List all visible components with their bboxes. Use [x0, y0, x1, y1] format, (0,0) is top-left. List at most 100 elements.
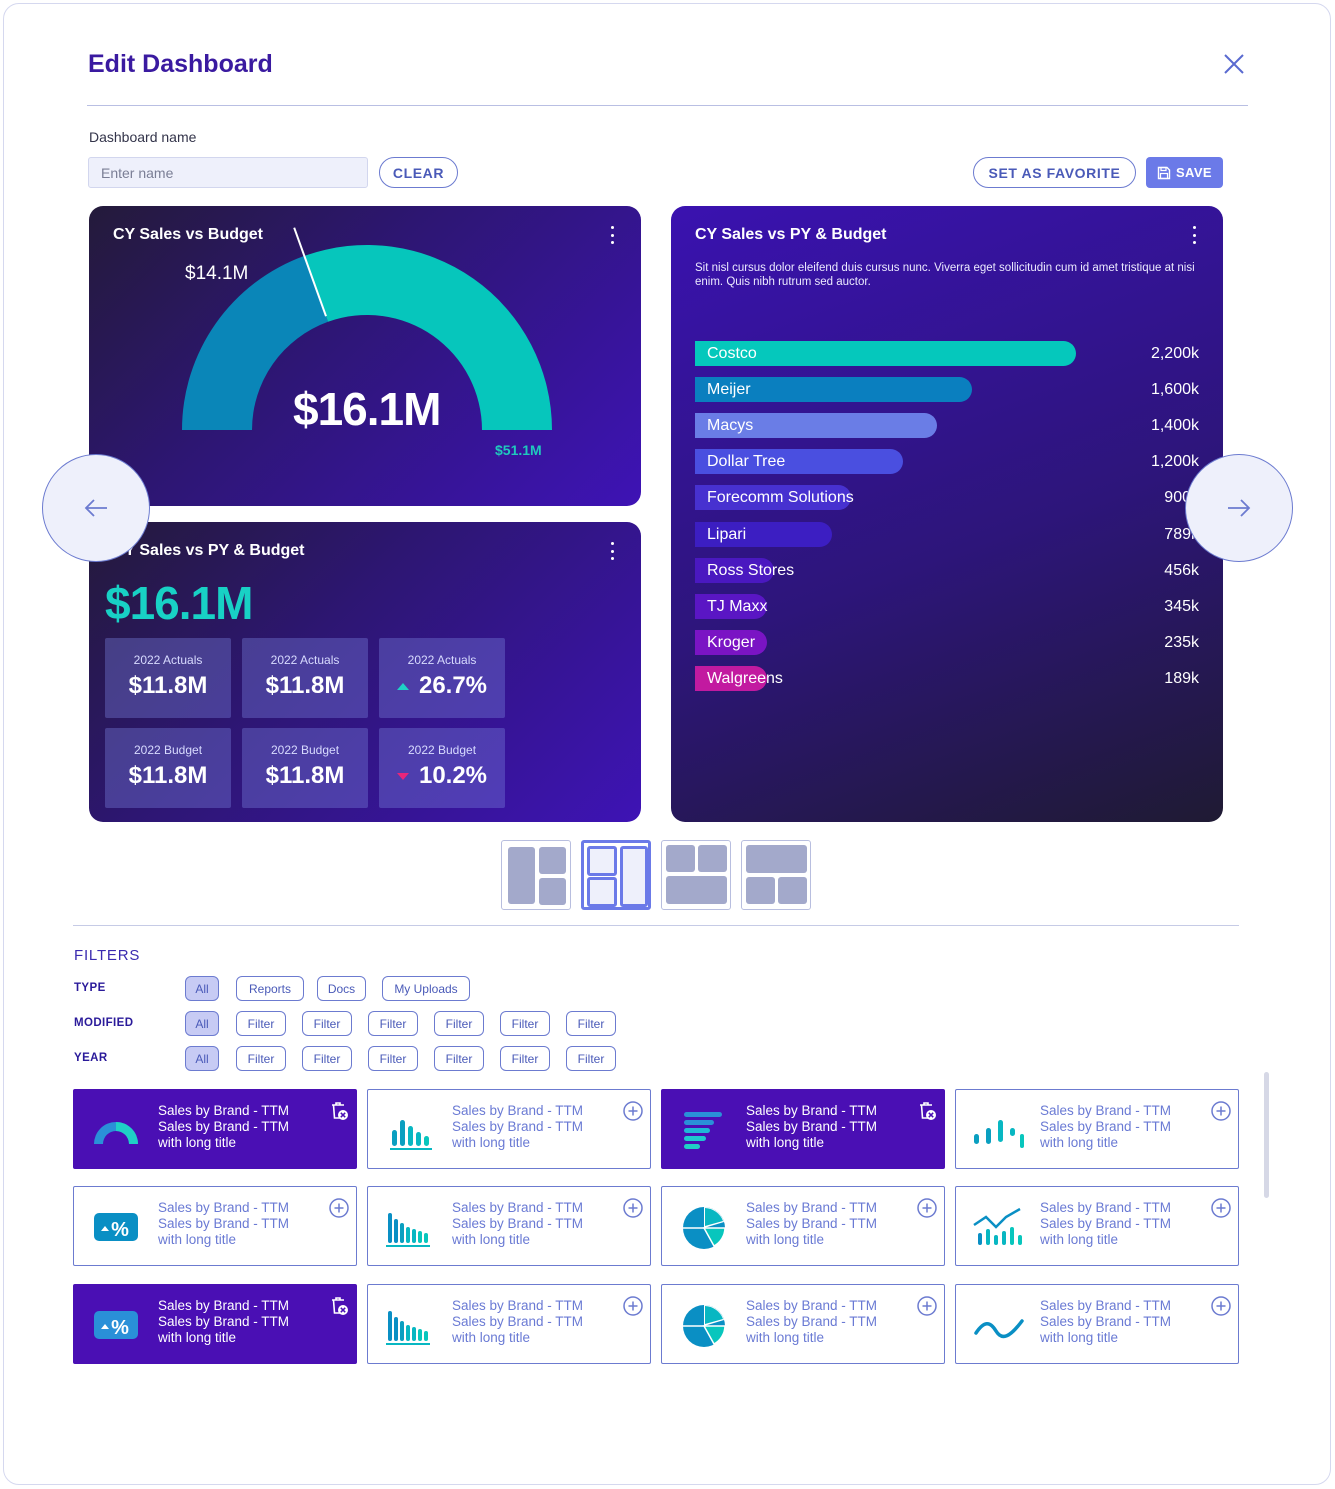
bar-value-label: 345k — [1164, 597, 1199, 615]
filter-chip[interactable]: My Uploads — [382, 976, 470, 1001]
widget-card[interactable]: Sales by Brand - TTM Sales by Brand - TTM… — [661, 1186, 945, 1266]
clear-button[interactable]: CLEAR — [379, 157, 458, 188]
widget-card[interactable]: Sales by Brand - TTM Sales by Brand - TTM… — [955, 1284, 1239, 1364]
bar-row[interactable]: Walgreens 189k — [695, 665, 1199, 691]
add-widget-icon[interactable] — [916, 1197, 938, 1219]
kpi-tile: 2022 Budget $11.8M — [242, 728, 368, 808]
widget-card[interactable]: Sales by Brand - TTM Sales by Brand - TTM… — [661, 1089, 945, 1169]
layout-option-4[interactable] — [741, 840, 811, 910]
kpi-main-value: $16.1M — [105, 577, 253, 629]
gauge-card-title: CY Sales vs Budget — [113, 226, 263, 243]
arrow-left-icon — [84, 499, 107, 517]
filter-chip[interactable]: Filter — [500, 1011, 550, 1036]
add-widget-icon[interactable] — [328, 1197, 350, 1219]
bar-row[interactable]: Kroger 235k — [695, 629, 1199, 655]
gauge-widget-card[interactable]: CY Sales vs Budget $14.1M $16.1M $51.1M — [89, 206, 641, 506]
bar-row[interactable]: Costco 2,200k — [695, 341, 1199, 366]
arrow-right-icon — [1228, 499, 1251, 517]
add-widget-icon[interactable] — [1210, 1100, 1232, 1122]
filter-chip[interactable]: Filter — [434, 1011, 484, 1036]
bar — [695, 521, 832, 547]
filter-chip[interactable]: Filter — [434, 1046, 484, 1071]
bar-row[interactable]: Macys 1,400k — [695, 413, 1199, 439]
widget-card-title-line: Sales by Brand - TTM — [158, 1298, 290, 1313]
widget-card[interactable]: Sales by Brand - TTM Sales by Brand - TTM… — [73, 1089, 357, 1169]
filter-chip[interactable]: Filter — [236, 1046, 286, 1071]
widget-card[interactable]: % Sales by Brand - TTM Sales by Brand - TT… — [73, 1186, 357, 1266]
widget-card[interactable]: Sales by Brand - TTM Sales by Brand - TTM… — [661, 1284, 945, 1364]
bar-row[interactable]: Dollar Tree 1,200k — [695, 449, 1199, 475]
widget-card-title-line: Sales by Brand - TTM — [452, 1298, 584, 1313]
layout-option-2[interactable] — [581, 840, 651, 910]
filter-chip[interactable]: Filter — [500, 1046, 550, 1071]
set-as-favorite-button[interactable]: SET AS FAVORITE — [973, 157, 1136, 188]
kpi-percent-icon: % — [90, 1205, 142, 1251]
widget-card[interactable]: Sales by Brand - TTM Sales by Brand - TTM… — [367, 1089, 651, 1169]
widget-card-title-line: Sales by Brand - TTM — [746, 1314, 878, 1329]
remove-widget-icon[interactable] — [328, 1100, 350, 1122]
layout-option-3[interactable] — [661, 840, 731, 910]
kpi-tile-value: $11.8M — [265, 762, 345, 789]
save-button[interactable]: SAVE — [1146, 157, 1223, 188]
bar-row[interactable]: TJ Maxx 345k — [695, 593, 1199, 619]
previous-button[interactable] — [42, 454, 150, 562]
close-icon[interactable] — [1222, 52, 1246, 76]
filter-chip[interactable]: Filter — [368, 1046, 418, 1071]
filter-type-label: TYPE — [74, 982, 106, 994]
filter-chip[interactable]: All — [185, 1046, 219, 1071]
kpi-percent-icon: % — [90, 1303, 142, 1349]
filter-chip[interactable]: Filter — [566, 1011, 616, 1036]
scrollbar[interactable] — [1264, 1072, 1269, 1198]
widget-card[interactable]: Sales by Brand - TTM Sales by Brand - TTM… — [955, 1186, 1239, 1266]
widget-card-title-line: Sales by Brand - TTM — [1040, 1216, 1172, 1231]
widget-card-title-line: Sales by Brand - TTM — [452, 1314, 584, 1329]
widget-card-title-line: with long title — [158, 1232, 237, 1247]
filter-chip[interactable]: Docs — [317, 976, 366, 1001]
add-widget-icon[interactable] — [916, 1295, 938, 1317]
bar-row[interactable]: Ross Stores 456k — [695, 557, 1199, 583]
filter-chip[interactable]: Reports — [236, 976, 304, 1001]
next-button[interactable] — [1185, 454, 1293, 562]
bar-category-label: Costco — [707, 345, 757, 362]
filter-chip[interactable]: Filter — [566, 1046, 616, 1071]
widget-card[interactable]: Sales by Brand - TTM Sales by Brand - TTM… — [367, 1186, 651, 1266]
gauge-marker-line — [293, 227, 327, 317]
bar-row[interactable]: Lipari 789k — [695, 521, 1199, 547]
kpi-tile-value: 10.2% — [418, 762, 488, 789]
bar-row[interactable]: Meijer 1,600k — [695, 377, 1199, 403]
more-options-icon[interactable] — [1193, 226, 1197, 244]
add-widget-icon[interactable] — [622, 1100, 644, 1122]
widget-card-title: Sales by Brand - TTM Sales by Brand - TTM… — [158, 1200, 318, 1248]
add-widget-icon[interactable] — [1210, 1295, 1232, 1317]
bar-card-description: Sit nisl cursus dolor eleifend duis curs… — [695, 262, 1195, 288]
dashboard-name-input[interactable] — [88, 157, 368, 188]
more-options-icon[interactable] — [611, 226, 615, 244]
widget-card[interactable]: % Sales by Brand - TTM Sales by Brand - TT… — [73, 1284, 357, 1364]
bar-row[interactable]: Forecomm Solutions 900k — [695, 485, 1199, 511]
more-options-icon[interactable] — [611, 542, 615, 560]
bar — [695, 557, 774, 583]
bar-value-label: 235k — [1164, 633, 1199, 651]
bar-category-label: TJ Maxx — [707, 597, 768, 615]
filter-chip[interactable]: Filter — [302, 1011, 352, 1036]
remove-widget-icon[interactable] — [916, 1100, 938, 1122]
filter-chip[interactable]: All — [185, 976, 219, 1001]
layout-option-1[interactable] — [501, 840, 571, 910]
widget-card-title: Sales by Brand - TTM Sales by Brand - TTM… — [746, 1200, 906, 1248]
filter-chip[interactable]: All — [185, 1011, 219, 1036]
filter-chip[interactable]: Filter — [368, 1011, 418, 1036]
filter-chip[interactable]: Filter — [236, 1011, 286, 1036]
widget-card-title: Sales by Brand - TTM Sales by Brand - TTM… — [746, 1298, 906, 1346]
filter-chip[interactable]: Filter — [302, 1046, 352, 1071]
add-widget-icon[interactable] — [1210, 1197, 1232, 1219]
bar-chart-widget-card[interactable]: CY Sales vs PY & Budget Sit nisl cursus … — [671, 206, 1223, 822]
widget-card-title: Sales by Brand - TTM Sales by Brand - TTM… — [452, 1298, 612, 1346]
kpi-tile-label: 2022 Budget — [270, 743, 340, 757]
add-widget-icon[interactable] — [622, 1295, 644, 1317]
widget-card[interactable]: Sales by Brand - TTM Sales by Brand - TTM… — [955, 1089, 1239, 1169]
add-widget-icon[interactable] — [622, 1197, 644, 1219]
kpi-widget-card[interactable]: CY Sales vs PY & Budget $16.1M 2022 Actu… — [89, 522, 641, 822]
remove-widget-icon[interactable] — [328, 1295, 350, 1317]
widget-card[interactable]: Sales by Brand - TTM Sales by Brand - TTM… — [367, 1284, 651, 1364]
dialog-title: Edit Dashboard — [88, 50, 273, 78]
